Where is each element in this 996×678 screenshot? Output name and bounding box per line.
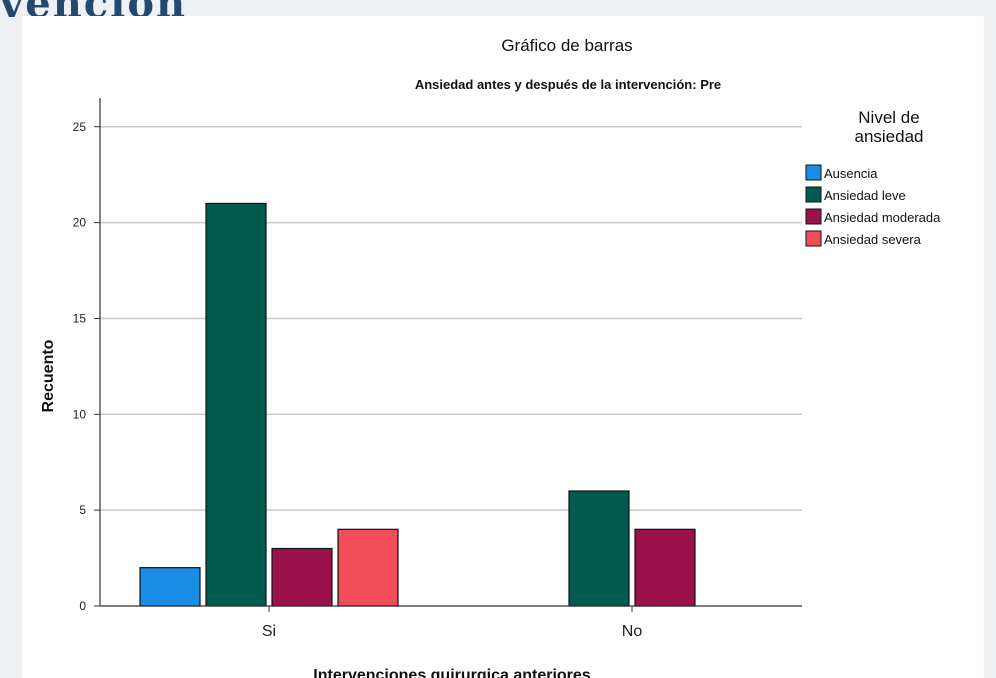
bar-no-ansiedad-moderada [634,528,696,607]
y-tick-label: 10 [73,407,87,421]
legend-label: Ansiedad leve [824,188,906,203]
x-tick-label: Si [262,623,276,640]
y-axis-label: Recuento [40,339,57,412]
bars [139,202,696,607]
legend-label: Ansiedad severa [824,232,922,247]
grid-lines [100,126,802,511]
legend-swatch [805,164,822,181]
y-tick-label: 25 [73,120,87,134]
y-tick-label: 20 [73,216,87,230]
bar-si-ausencia [139,567,201,607]
legend-swatch [805,230,822,247]
y-tick-label: 0 [79,599,86,613]
legend-swatch [805,186,822,203]
bar-no-ansiedad-leve [568,490,630,607]
bar-si-ansiedad-moderada [271,547,333,607]
y-tick-label: 15 [73,311,87,325]
x-tick-label: No [622,623,643,640]
legend: Nivel de ansiedad Ausencia Ansiedad leve Ans… [805,108,941,247]
x-axis-label: Intervenciones quirurgica anteriores [313,667,591,678]
chart-title: Gráfico de barras [501,36,632,55]
legend-label: Ausencia [824,166,878,181]
chart-panel: 0 5 10 15 20 25 Si No Gráfico de barras Ansieda… [22,16,984,678]
y-tick-label: 5 [79,503,86,517]
chart-subtitle: Ansiedad antes y después de la intervenc… [415,77,721,92]
legend-swatch [805,208,822,225]
legend-title: Nivel de ansiedad [854,108,923,146]
bar-si-ansiedad-severa [337,528,399,607]
axes: 0 5 10 15 20 25 Si No [73,98,802,640]
legend-label: Ansiedad moderada [824,210,941,225]
bar-chart: 0 5 10 15 20 25 Si No Gráfico de barras Ansieda… [40,36,941,678]
bar-si-ansiedad-leve [205,202,267,607]
